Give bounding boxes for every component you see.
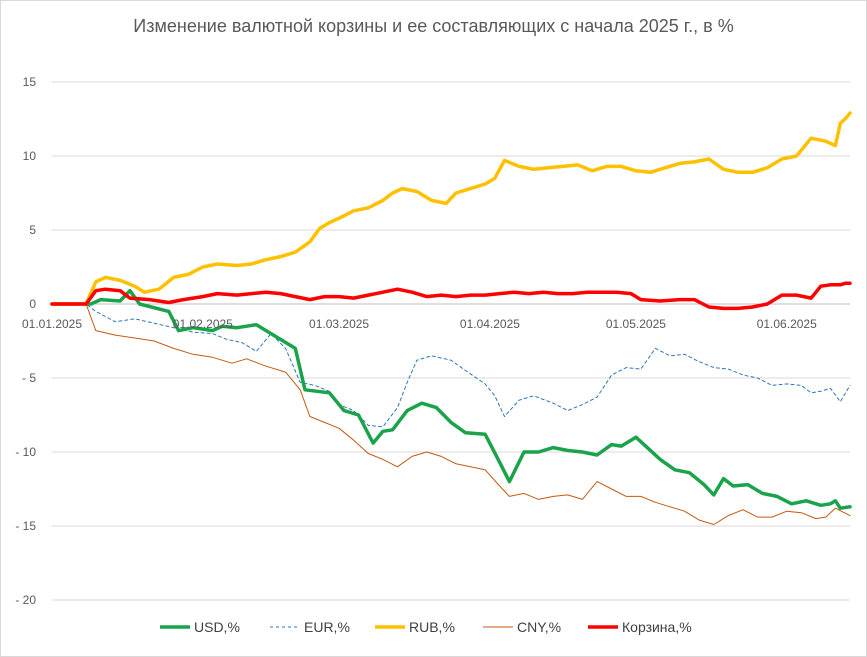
series-line-1: [50, 288, 852, 510]
x-tick-label: 01.01.2025: [22, 317, 82, 331]
x-axis-ticks: 01.01.2025 01.02.2025 01.03.2025 01.04.2025…: [22, 317, 817, 331]
series-lines: [50, 111, 852, 525]
legend-label: EUR,%: [304, 619, 350, 635]
legend-label: CNY,%: [517, 619, 561, 635]
chart-title: Изменение валютной корзины и ее составля…: [133, 16, 734, 36]
y-tick-label: - 15: [15, 519, 36, 533]
y-axis-ticks: 15 10 5 0 - 5 - 10 - 15 - 20: [15, 75, 36, 607]
series-line-5: [50, 281, 852, 311]
y-tick-label: 10: [23, 149, 37, 163]
x-tick-label: 01.06.2025: [757, 317, 817, 331]
legend-label: RUB,%: [409, 619, 455, 635]
y-tick-label: - 20: [15, 593, 36, 607]
y-tick-label: 5: [29, 223, 36, 237]
gridlines: [52, 81, 850, 601]
y-tick-label: - 5: [22, 371, 36, 385]
series-line-2: [51, 303, 851, 428]
legend-label: USD,%: [194, 619, 240, 635]
legend: USD,% EUR,% RUB,% CNY,% Корзина,%: [160, 619, 692, 635]
series-line-3: [50, 111, 852, 306]
x-tick-label: 01.02.2025: [173, 317, 233, 331]
y-tick-label: 0: [29, 297, 36, 311]
series-line-4: [51, 303, 851, 525]
x-tick-label: 01.05.2025: [606, 317, 666, 331]
y-tick-label: 15: [23, 75, 37, 89]
y-tick-label: - 10: [15, 445, 36, 459]
x-tick-label: 01.03.2025: [309, 317, 369, 331]
x-tick-label: 01.04.2025: [460, 317, 520, 331]
legend-label: Корзина,%: [622, 619, 692, 635]
